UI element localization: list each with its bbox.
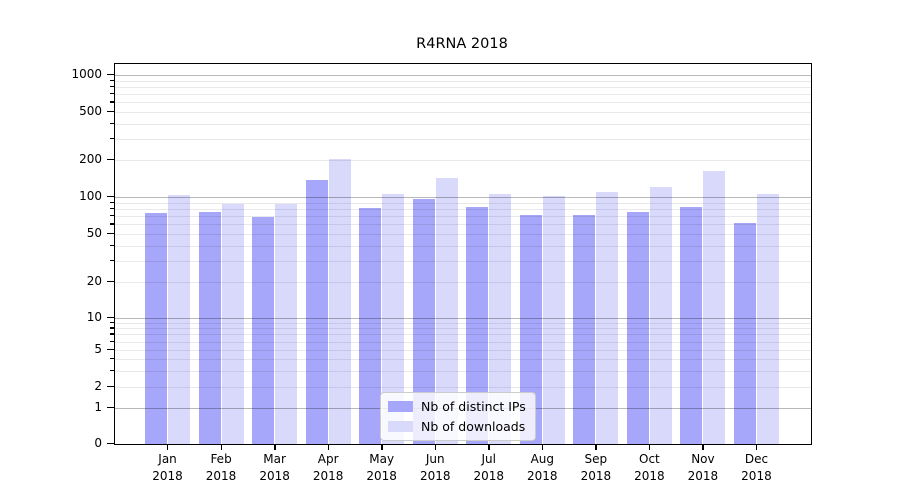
- y-tick-mark: [107, 232, 114, 234]
- bar-distinct-ips-jun: [412, 199, 435, 444]
- y-tick-label: 100: [79, 189, 102, 203]
- y-minor-tick-mark: [110, 215, 114, 217]
- y-minor-tick-mark: [110, 259, 114, 262]
- y-minor-tick-mark: [110, 122, 114, 125]
- x-tick-mark: [274, 444, 276, 450]
- bar-downloads-aug: [542, 196, 565, 444]
- y-minor-tick-mark: [110, 101, 114, 103]
- y-minor-tick-mark: [110, 369, 114, 372]
- legend-label-distinct-ips: Nb of distinct IPs: [421, 399, 526, 414]
- x-tick-mark: [541, 444, 544, 450]
- y-minor-tick-mark: [110, 207, 114, 210]
- y-tick-mark: [107, 348, 114, 350]
- x-tick-mark: [488, 444, 490, 450]
- y-tick-label: 2: [94, 379, 102, 393]
- x-tick-mark: [755, 444, 758, 450]
- bar-downloads-nov: [703, 170, 726, 444]
- bar-distinct-ips-dec: [733, 222, 756, 444]
- y-tick-label: 1000: [71, 67, 102, 81]
- x-tick-mark: [167, 444, 169, 450]
- x-tick-label-jul: Jul 2018: [473, 452, 505, 483]
- y-tick-mark: [107, 385, 114, 387]
- y-tick-mark: [107, 195, 114, 197]
- x-tick-label-jan: Jan 2018: [152, 452, 183, 483]
- y-tick-label: 500: [79, 104, 102, 118]
- x-tick-mark: [702, 444, 704, 450]
- y-tick-mark: [107, 73, 114, 75]
- bar-distinct-ips-sep: [573, 214, 596, 444]
- x-tick-mark: [434, 444, 437, 450]
- bar-downloads-mar: [275, 203, 298, 444]
- x-tick-label-apr: Apr 2018: [312, 452, 344, 483]
- y-tick-label: 1: [94, 400, 102, 414]
- bar-distinct-ips-nov: [680, 206, 703, 444]
- bar-downloads-may: [382, 193, 405, 444]
- bar-distinct-ips-mar: [252, 216, 275, 444]
- x-tick-label-sep: Sep 2018: [580, 452, 612, 483]
- x-tick-label-aug: Aug 2018: [527, 452, 558, 483]
- x-tick-label-oct: Oct 2018: [634, 452, 665, 483]
- x-tick-label-dec: Dec 2018: [741, 452, 772, 483]
- y-minor-tick-mark: [110, 327, 114, 329]
- y-minor-tick-mark: [110, 340, 114, 342]
- x-tick-mark: [327, 444, 330, 450]
- x-tick-mark: [595, 444, 597, 450]
- y-tick-label: 5: [94, 342, 102, 356]
- y-minor-tick-mark: [110, 358, 114, 360]
- y-tick-mark: [107, 442, 114, 444]
- bar-downloads-oct: [649, 186, 672, 444]
- x-tick-label-mar: Mar 2018: [259, 452, 290, 483]
- y-minor-tick-mark: [110, 85, 114, 88]
- bar-distinct-ips-may: [359, 207, 382, 444]
- x-tick-mark: [381, 444, 383, 450]
- chart-title: R4RNA 2018: [416, 36, 508, 52]
- x-tick-label-jun: Jun 2018: [419, 452, 451, 483]
- x-tick-label-feb: Feb 2018: [205, 452, 237, 483]
- legend-item-downloads: Nb of downloads: [388, 419, 526, 434]
- bar-downloads-sep: [596, 191, 619, 444]
- legend: Nb of distinct IPs Nb of downloads: [380, 392, 536, 441]
- x-tick-label-may: May 2018: [366, 452, 397, 483]
- legend-item-distinct-ips: Nb of distinct IPs: [388, 399, 526, 414]
- y-minor-tick-mark: [110, 321, 114, 324]
- y-tick-label: 200: [79, 152, 102, 166]
- distinct-ips-swatch: [388, 401, 413, 412]
- bars-layer: [115, 64, 811, 444]
- y-tick-label: 20: [86, 274, 102, 288]
- y-tick-label: 10: [86, 310, 102, 324]
- y-tick-mark: [107, 158, 114, 160]
- x-tick-label-nov: Nov 2018: [687, 452, 719, 483]
- legend-label-downloads: Nb of downloads: [421, 419, 526, 434]
- bar-distinct-ips-jul: [466, 206, 489, 444]
- y-tick-mark: [107, 406, 114, 408]
- bar-downloads-apr: [328, 158, 351, 444]
- bar-distinct-ips-feb: [198, 212, 221, 444]
- x-tick-mark: [220, 444, 222, 450]
- y-tick-mark: [107, 280, 114, 282]
- bar-downloads-jun: [435, 177, 458, 444]
- y-minor-tick-mark: [110, 201, 114, 203]
- y-tick-label: 0: [94, 436, 102, 450]
- y-minor-tick-mark: [110, 223, 114, 225]
- y-minor-tick-mark: [110, 79, 114, 81]
- y-minor-tick-mark: [110, 93, 114, 95]
- bar-downloads-feb: [221, 204, 244, 444]
- y-minor-tick-mark: [110, 137, 114, 140]
- bar-downloads-dec: [756, 193, 779, 444]
- downloads-swatch: [388, 421, 413, 432]
- x-tick-mark: [648, 444, 651, 450]
- bar-distinct-ips-jan: [145, 213, 168, 444]
- y-minor-tick-mark: [110, 244, 114, 247]
- y-minor-tick-mark: [110, 333, 114, 335]
- bar-distinct-ips-aug: [519, 214, 542, 444]
- y-tick-mark: [107, 110, 114, 112]
- y-tick-label: 50: [86, 226, 102, 240]
- bar-distinct-ips-oct: [626, 211, 649, 444]
- bar-downloads-jul: [489, 193, 512, 444]
- plot-area: Nb of distinct IPs Nb of downloads: [114, 63, 812, 445]
- bar-downloads-jan: [168, 195, 191, 444]
- y-tick-mark: [107, 316, 114, 318]
- bar-distinct-ips-apr: [305, 179, 328, 444]
